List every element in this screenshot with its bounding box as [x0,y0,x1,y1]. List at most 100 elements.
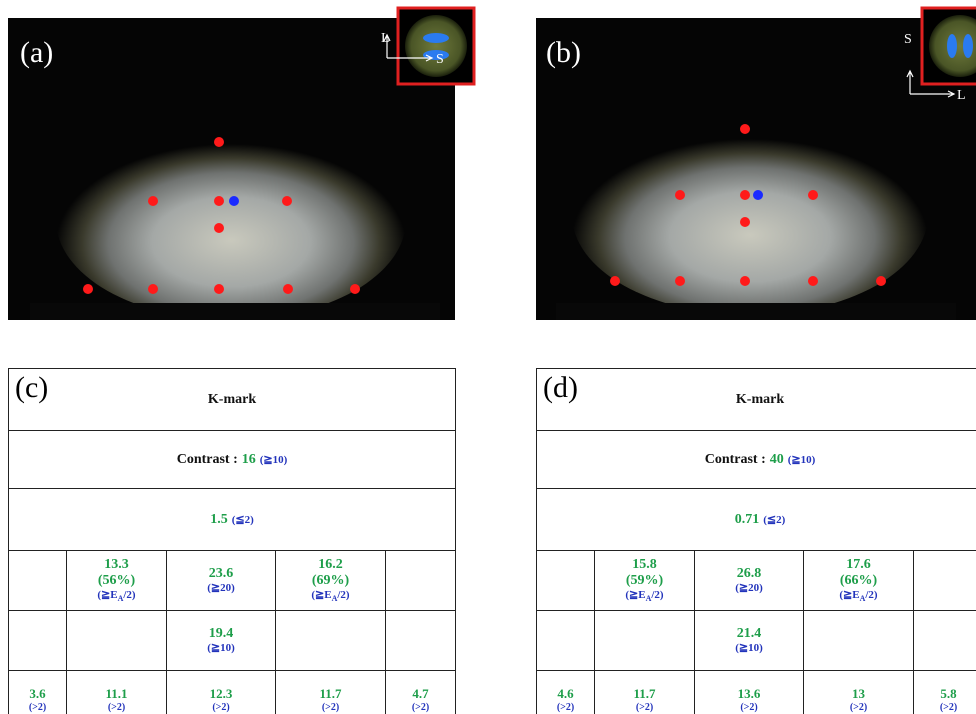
table-cell: 0.71 (≦2) [537,489,976,551]
cell-value: 19.4 [167,626,275,642]
requirement: (≦2) [763,514,785,526]
table-cell: 13.6(>2) [695,671,804,714]
table-cell [537,551,595,611]
table-cell: 16.2(69%)(≧EA/2) [276,551,386,611]
cell-value: 11.7 [595,687,694,702]
table-cell: 1.5 (≦2) [9,489,456,551]
photo-a [8,8,474,320]
ratio-value: 1.5 [210,512,228,527]
figure: (a) L S (b) S L (c) K-mark Contrast : 16 (… [0,0,976,714]
cell-value: 21.4 [695,626,803,642]
table-cell [386,551,456,611]
cell-value: 23.6 [167,566,275,582]
requirement: (>2) [386,702,455,714]
requirement: (≧EA/2) [595,589,694,603]
requirement: (>2) [167,702,275,714]
axis-label: L [957,88,966,103]
cell-value: 11.1 [67,687,166,702]
requirement: (≧20) [695,582,803,595]
cell-value: 11.7 [276,687,385,702]
req-text: /2) [123,589,135,601]
table-cell: 21.4(≧10) [695,611,804,671]
req-text: (≧E [839,589,859,601]
axis-label: S [904,32,912,47]
table-cell: 26.8(≧20) [695,551,804,611]
panel-label: (b) [546,36,581,69]
table-cell [67,611,167,671]
table-cell: Contrast : 16 (≧10) [9,431,456,489]
cell-value: 13 [804,687,913,702]
table-cell: 11.1(>2) [67,671,167,714]
requirement: (>2) [276,702,385,714]
cell-value: 16.2 [276,557,385,573]
requirement: (≦2) [232,514,254,526]
panel-label: (a) [20,36,53,69]
cell-value: 5.8 [914,687,976,702]
req-text: (≧E [311,589,331,601]
req-text: /2) [651,589,663,601]
contrast-value: 16 [242,452,256,467]
table-title: K-mark [736,392,784,407]
table-cell: 11.7(>2) [276,671,386,714]
table-cell: 23.6(≧20) [167,551,276,611]
table-cell: 17.6(66%)(≧EA/2) [804,551,914,611]
cell-value: 17.6 [804,557,913,573]
cell-percent: (56%) [67,573,166,589]
req-text: (≧E [97,589,117,601]
table-cell [537,611,595,671]
table-cell: (c) K-mark [9,369,456,431]
requirement: (≧10) [167,642,275,655]
ratio-value: 0.71 [735,512,760,527]
cell-value: 4.7 [386,687,455,702]
cell-percent: (69%) [276,573,385,589]
table-cell: 4.7(>2) [386,671,456,714]
requirement: (≧EA/2) [804,589,913,603]
table-cell [595,611,695,671]
requirement: (>2) [537,702,594,714]
cell-value: 3.6 [9,687,66,702]
table-cell: 5.8(>2) [914,671,976,714]
requirement: (≧10) [695,642,803,655]
requirement: (>2) [695,702,803,714]
table-cell: 4.6(>2) [537,671,595,714]
cell-value: 15.8 [595,557,694,573]
requirement: (≧10) [260,454,288,466]
cell-percent: (66%) [804,573,913,589]
cell-value: 13.3 [67,557,166,573]
table-cell: 19.4(≧10) [167,611,276,671]
table-cell [914,611,976,671]
cell-value: 26.8 [695,566,803,582]
req-text: (≧E [625,589,645,601]
table-cell: 3.6(>2) [9,671,67,714]
table-cell: 13.3(56%)(≧EA/2) [67,551,167,611]
table-cell: 13(>2) [804,671,914,714]
table-cell: (d) K-mark [537,369,976,431]
requirement: (>2) [595,702,694,714]
contrast-label: Contrast : [705,452,766,467]
table-cell [276,611,386,671]
photo-b [536,8,976,320]
cell-percent: (59%) [595,573,694,589]
table-cell [9,551,67,611]
requirement: (≧EA/2) [276,589,385,603]
table-title: K-mark [208,392,256,407]
requirement: (>2) [9,702,66,714]
table-cell [804,611,914,671]
table-cell [914,551,976,611]
requirement: (≧10) [788,454,816,466]
axis-label: L [381,31,390,46]
axis-label: S [436,52,444,67]
table-label: (c) [15,371,48,406]
requirement: (>2) [804,702,913,714]
table-cell [386,611,456,671]
contrast-value: 40 [770,452,784,467]
table-cell: 11.7(>2) [595,671,695,714]
table-cell: 12.3(>2) [167,671,276,714]
table-cell: Contrast : 40 (≧10) [537,431,976,489]
cell-value: 4.6 [537,687,594,702]
table-label: (d) [543,371,578,406]
req-text: /2) [337,589,349,601]
photos: (a) L S (b) S L [0,0,976,366]
